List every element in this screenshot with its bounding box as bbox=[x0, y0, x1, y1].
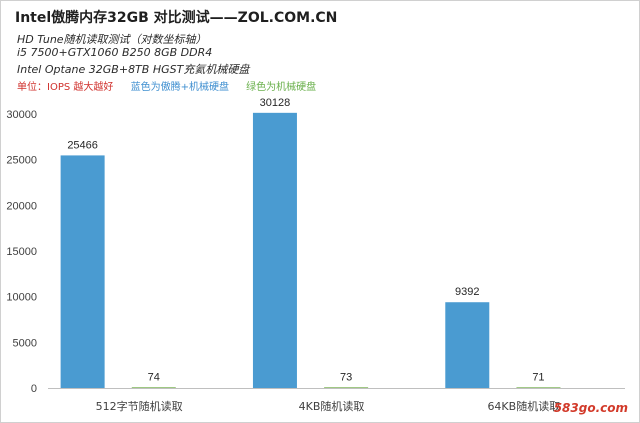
y-tick-label: 15000 bbox=[6, 246, 37, 258]
y-tick-label: 0 bbox=[31, 383, 37, 395]
data-label: 25466 bbox=[67, 139, 98, 151]
x-tick-label: 64KB随机读取 bbox=[487, 399, 560, 413]
x-tick-label: 512字节随机读取 bbox=[96, 399, 183, 413]
y-tick-label: 25000 bbox=[6, 155, 37, 167]
unit-note: 单位：IOPS 越大越好 bbox=[17, 82, 114, 93]
data-label: 71 bbox=[532, 371, 544, 383]
y-tick-label: 30000 bbox=[6, 109, 37, 121]
legend-notes: 单位：IOPS 越大越好 蓝色为傲腾+机械硬盘 绿色为机械硬盘 bbox=[17, 78, 330, 93]
data-label: 9392 bbox=[455, 286, 479, 298]
data-label: 30128 bbox=[260, 97, 291, 109]
x-tick-label: 4KB随机读取 bbox=[299, 399, 365, 413]
y-tick-label: 10000 bbox=[6, 292, 37, 304]
blue-series-note: 蓝色为傲腾+机械硬盘 bbox=[130, 82, 229, 93]
subtitle-storage: Intel Optane 32GB+8TB HGST充氦机械硬盘 bbox=[17, 63, 250, 76]
chart-title: Intel傲腾内存32GB 对比测试——ZOL.COM.CN bbox=[15, 10, 338, 26]
watermark: 583go.com bbox=[553, 401, 628, 415]
bar-series-2 bbox=[324, 387, 369, 388]
data-label: 74 bbox=[148, 371, 160, 383]
subtitle-platform: i5 7500+GTX1060 B250 8GB DDR4 bbox=[17, 46, 213, 59]
bar-series-1 bbox=[252, 112, 297, 388]
bar-series-2 bbox=[516, 387, 561, 388]
subtitle-test: HD Tune随机读取测试（对数坐标轴） bbox=[17, 33, 207, 46]
green-series-note: 绿色为机械硬盘 bbox=[246, 82, 317, 93]
y-tick-label: 20000 bbox=[6, 200, 37, 212]
y-tick-label: 5000 bbox=[13, 337, 37, 349]
data-label: 73 bbox=[340, 371, 352, 383]
bar-series-1 bbox=[445, 302, 490, 388]
bar-series-2 bbox=[131, 387, 176, 388]
bar-series-1 bbox=[60, 155, 105, 388]
